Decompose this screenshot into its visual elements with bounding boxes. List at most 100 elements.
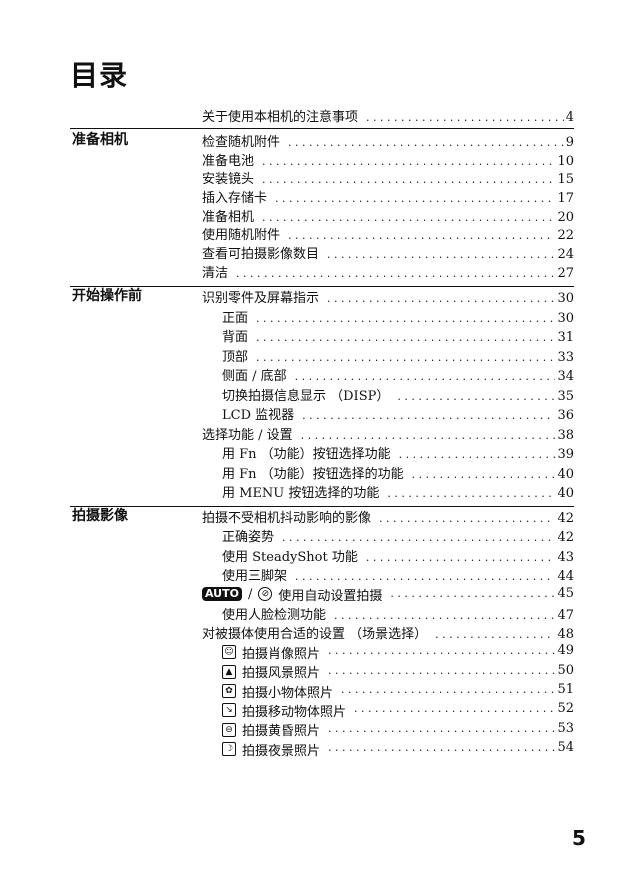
dot-leader: [390, 587, 555, 600]
entry-text: 识别零件及屏幕指示: [202, 291, 320, 306]
toc-entry[interactable]: 正确姿势 42: [202, 526, 574, 545]
entry-text: 准备相机: [202, 209, 255, 225]
entry-title: 识别零件及屏幕指示: [202, 287, 319, 306]
flash-off-icon: ⊘: [258, 587, 273, 602]
entry-text: 关于使用本相机的注意事项: [202, 110, 359, 125]
page-number: 5: [572, 826, 586, 850]
toc-entry[interactable]: 使用三脚架 44: [202, 565, 574, 584]
dot-leader: [236, 267, 555, 280]
entry-page: 31: [557, 330, 574, 345]
entry-page: 33: [557, 349, 574, 365]
dot-leader: [334, 609, 555, 622]
entry-title: 切换拍摄信息显示 （DISP）: [222, 385, 389, 404]
entry-page: 27: [557, 265, 574, 281]
entry-page: 45: [557, 586, 574, 602]
toc-entry[interactable]: 切换拍摄信息显示 （DISP） 35: [202, 385, 574, 405]
dot-leader: [262, 211, 555, 224]
toc-entry[interactable]: 使用 SteadyShot 功能 43: [202, 546, 574, 565]
toc-entry[interactable]: 对被摄体使用合适的设置 （场景选择） 48: [202, 623, 574, 642]
toc-entry[interactable]: 用 MENU 按钮选择的功能 40: [202, 482, 574, 502]
sunset-icon: ⊖: [222, 722, 236, 737]
entry-page: 22: [557, 228, 574, 244]
dot-leader: [435, 628, 555, 641]
entry-text: 拍摄不受相机抖动影响的影像: [202, 511, 372, 526]
dot-leader: [341, 683, 555, 696]
toc-entry[interactable]: ↘ 拍摄移动物体照片 52: [202, 701, 574, 720]
dot-leader: [256, 351, 555, 364]
entry-text: 背面: [222, 330, 249, 345]
entry-title: 用 Fn （功能）按钮选择的功能: [222, 463, 404, 482]
entry-text: 安装镜头: [202, 172, 255, 188]
toc-entry[interactable]: 侧面 / 底部 34: [202, 365, 574, 385]
entry-page: 49: [557, 643, 574, 659]
toc-entry[interactable]: 识别零件及屏幕指示 30: [202, 287, 574, 307]
entry-page: 53: [557, 720, 574, 736]
toc-entry[interactable]: 用 Fn （功能）按钮选择功能 39: [202, 443, 574, 463]
toc-entry[interactable]: ☽ 拍摄夜景照片 54: [202, 740, 574, 759]
toc-entry[interactable]: 顶部 33: [202, 346, 574, 366]
toc-entry[interactable]: 使用人脸检测功能 47: [202, 604, 574, 623]
dot-leader: [295, 370, 556, 383]
dot-leader: [397, 390, 555, 403]
toc-entry[interactable]: 清洁 27: [202, 262, 574, 281]
dot-leader: [262, 155, 555, 168]
toc-entry[interactable]: 查看可拍摄影像数目 24: [202, 243, 574, 262]
toc-entry[interactable]: 正面 30: [202, 307, 574, 327]
entry-text: 拍摄移动物体照片: [242, 704, 347, 720]
entry-title: 准备电池: [202, 150, 254, 169]
entry-page: 40: [557, 486, 574, 501]
toc-entry[interactable]: 拍摄不受相机抖动影响的影像 42: [202, 507, 574, 526]
toc-entry[interactable]: LCD 监视器 36: [202, 404, 574, 424]
entry-page: 34: [557, 369, 574, 384]
entry-title: 用 MENU 按钮选择的功能: [222, 482, 379, 501]
toc-entry[interactable]: 使用随机附件 22: [202, 224, 574, 243]
entry-text: 选择功能 / 设置: [202, 427, 293, 443]
entry-title: AUTO / ⊘ 使用自动设置拍摄: [202, 585, 382, 604]
dot-leader: [256, 312, 555, 325]
entry-title: 选择功能 / 设置: [202, 424, 293, 443]
toc-entry[interactable]: 准备相机 20: [202, 206, 574, 225]
toc-entry[interactable]: 准备电池 10: [202, 150, 574, 169]
entry-title: 安装镜头: [202, 168, 254, 187]
entry-text: 使用随机附件: [202, 228, 281, 244]
section-divider: [70, 506, 574, 507]
entry-text: 准备电池: [202, 153, 255, 169]
entry-text: 正面: [222, 310, 249, 326]
night-portrait-icon: ☽: [222, 742, 236, 757]
toc-entry[interactable]: ✿ 拍摄小物体照片 51: [202, 682, 574, 701]
toc-entry[interactable]: ☺ 拍摄肖像照片 49: [202, 643, 574, 662]
dot-leader: [275, 192, 555, 205]
toc-entry[interactable]: 插入存储卡 17: [202, 187, 574, 206]
entry-page: 38: [557, 427, 574, 443]
toc-entry[interactable]: 检查随机附件 9: [202, 131, 574, 150]
entry-page: 24: [557, 247, 574, 263]
toc-entry[interactable]: ⊖ 拍摄黄昏照片 53: [202, 720, 574, 739]
entry-title: 使用人脸检测功能: [222, 604, 326, 623]
toc-entry[interactable]: 背面 31: [202, 326, 574, 346]
entry-text: 用 MENU 按钮选择的功能: [222, 486, 380, 501]
toc-entry[interactable]: 用 Fn （功能）按钮选择的功能 40: [202, 463, 574, 483]
sports-action-icon: ↘: [222, 703, 236, 718]
entry-title: 用 Fn （功能）按钮选择功能: [222, 443, 391, 462]
macro-icon: ✿: [222, 684, 236, 699]
toc-entry[interactable]: ▲ 拍摄风景照片 50: [202, 662, 574, 681]
entry-text: 拍摄风景照片: [242, 666, 321, 682]
entry-title: 对被摄体使用合适的设置 （场景选择）: [202, 623, 427, 642]
dot-leader: [301, 429, 556, 442]
entry-text: 拍摄肖像照片: [242, 646, 321, 662]
entry-page: 42: [557, 511, 574, 526]
toc-entry[interactable]: 关于使用本相机的注意事项 4: [202, 106, 574, 125]
toc-entry[interactable]: 安装镜头 15: [202, 168, 574, 187]
toc-entry[interactable]: 选择功能 / 设置 38: [202, 424, 574, 444]
section-label: 准备相机: [72, 132, 128, 148]
entry-page: 35: [557, 388, 574, 404]
toc-entry[interactable]: AUTO / ⊘ 使用自动设置拍摄 45: [202, 585, 574, 604]
dot-leader: [366, 551, 556, 564]
section-label: 开始操作前: [72, 288, 142, 304]
entry-page: 50: [557, 662, 574, 678]
entry-title: 侧面 / 底部: [222, 365, 287, 384]
entry-page: 20: [557, 209, 574, 225]
entry-title: ▲ 拍摄风景照片: [222, 662, 320, 681]
dot-leader: [328, 644, 555, 657]
section-label: 拍摄影像: [72, 508, 128, 524]
